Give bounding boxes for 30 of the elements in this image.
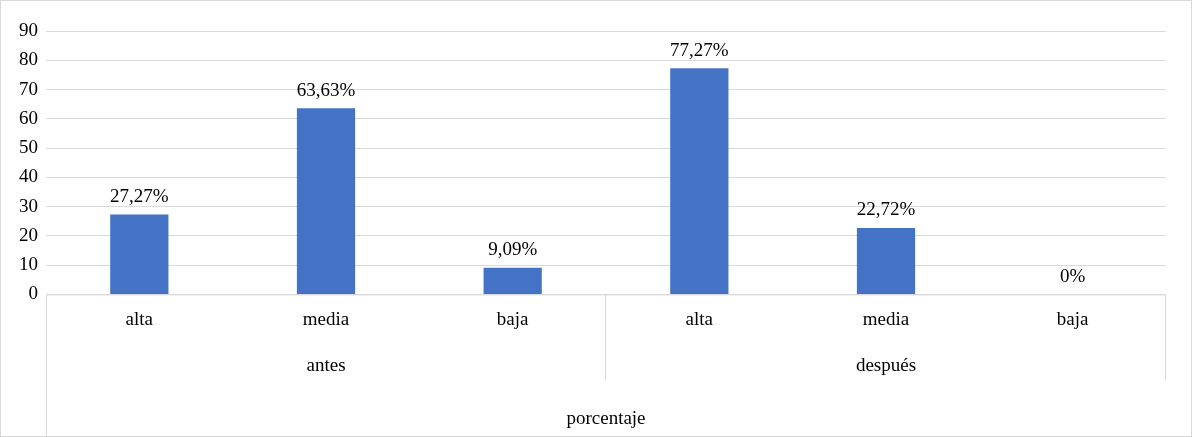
bar [856, 227, 916, 294]
bar [483, 267, 542, 294]
bar [670, 68, 729, 294]
bar [110, 214, 169, 294]
bar [296, 108, 356, 294]
y-tick-label: 10 [19, 253, 38, 275]
data-label: 77,27% [670, 38, 729, 60]
data-label: 22,72% [856, 198, 916, 220]
y-tick-label: 80 [19, 48, 38, 70]
text: antes [306, 354, 346, 376]
x-axis-title: porcentaje [566, 406, 646, 428]
y-tick-label: 90 [19, 18, 38, 40]
y-tick-label: 0 [28, 282, 38, 304]
y-tick-label: 20 [19, 223, 38, 245]
y-tick-label: 30 [19, 194, 38, 216]
data-label: 27,27% [110, 185, 169, 207]
text: después [855, 354, 917, 376]
data-label: 63,63% [296, 78, 356, 100]
y-tick-label: 60 [19, 106, 38, 128]
y-tick-label: 50 [19, 136, 38, 158]
x-tick-label: media [862, 307, 910, 329]
x-tick-label: alta [685, 307, 714, 329]
data-label: 0% [1060, 264, 1086, 286]
x-tick-label: baja [496, 307, 530, 329]
x-tick-label: media [302, 307, 350, 329]
y-tick-label: 40 [19, 165, 38, 187]
data-label: 9,09% [488, 238, 538, 260]
x-tick-label: alta [125, 307, 154, 329]
x-tick-label: baja [1056, 307, 1090, 329]
y-tick-label: 70 [19, 77, 38, 99]
